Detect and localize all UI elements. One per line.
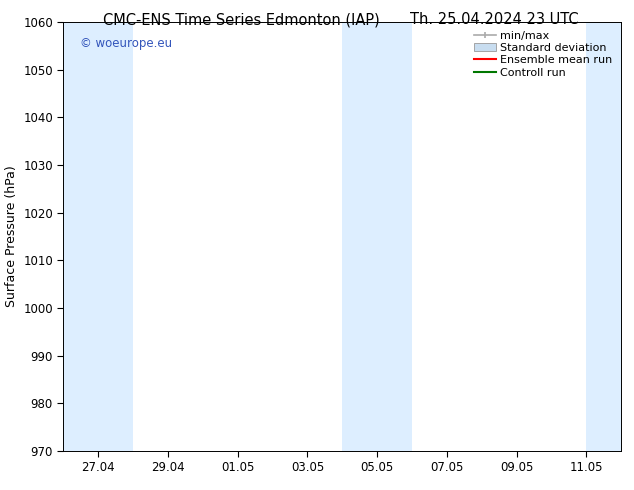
Text: CMC-ENS Time Series Edmonton (IAP): CMC-ENS Time Series Edmonton (IAP) [103,12,379,27]
Bar [63,22,133,451]
Text: Th. 25.04.2024 23 UTC: Th. 25.04.2024 23 UTC [410,12,579,27]
Y-axis label: Surface Pressure (hPa): Surface Pressure (hPa) [4,166,18,307]
Text: © woeurope.eu: © woeurope.eu [80,37,172,50]
Bar [342,22,412,451]
Legend: min/max, Standard deviation, Ensemble mean run, Controll run: min/max, Standard deviation, Ensemble me… [470,27,616,81]
Bar [586,22,621,451]
